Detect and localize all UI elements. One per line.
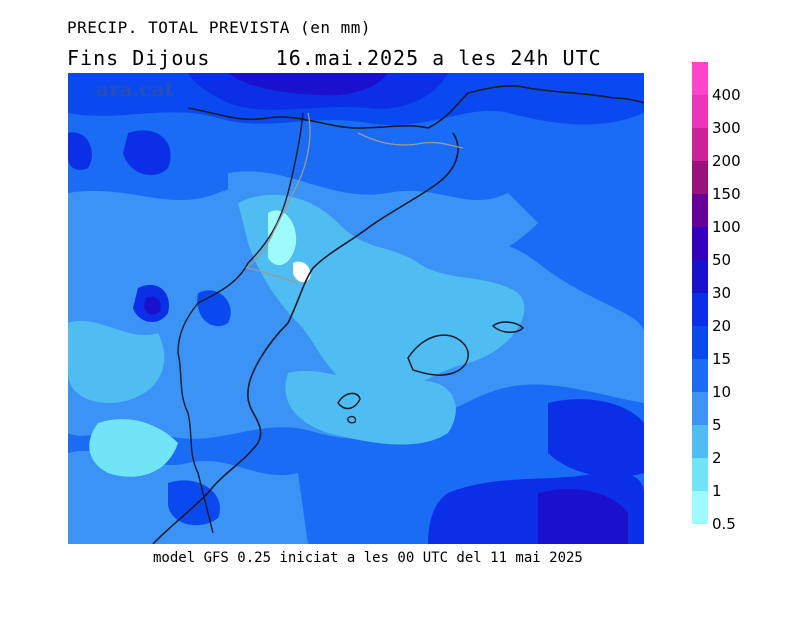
- legend-label: 400: [712, 86, 741, 104]
- legend-swatch: [692, 227, 708, 260]
- legend-swatch: [692, 62, 708, 95]
- legend-label: 300: [712, 119, 741, 137]
- legend-label: 10: [712, 383, 732, 401]
- legend-label: 150: [712, 185, 741, 203]
- legend-swatch: [692, 326, 708, 359]
- legend-label: 5: [712, 416, 722, 434]
- legend-label: 15: [712, 350, 732, 368]
- legend-label: 0.5: [712, 515, 736, 533]
- precipitation-field: [68, 73, 644, 544]
- legend-swatch: [692, 194, 708, 227]
- legend-label: 50: [712, 251, 732, 269]
- legend-label: 200: [712, 152, 741, 170]
- legend-swatch: [692, 425, 708, 458]
- legend-swatch: [692, 95, 708, 128]
- legend-swatch: [692, 392, 708, 425]
- legend-swatch: [692, 128, 708, 161]
- legend-label: 1: [712, 482, 722, 500]
- legend-swatch: [692, 161, 708, 194]
- legend-label: 2: [712, 449, 722, 467]
- legend-label: 30: [712, 284, 732, 302]
- legend-label: 20: [712, 317, 732, 335]
- model-info: model GFS 0.25 iniciat a les 00 UTC del …: [153, 550, 583, 566]
- precipitation-map: ara.cat: [68, 73, 644, 544]
- legend-swatch: [692, 491, 708, 524]
- map-title: PRECIP. TOTAL PREVISTA (en mm): [67, 18, 371, 37]
- watermark-logo: ara.cat: [96, 77, 174, 101]
- legend-swatch: [692, 293, 708, 326]
- legend-swatch: [692, 260, 708, 293]
- legend-swatch: [692, 458, 708, 491]
- legend-label: 100: [712, 218, 741, 236]
- legend-swatch: [692, 359, 708, 392]
- map-subtitle: Fins Dijous 16.mai.2025 a les 24h UTC: [67, 46, 602, 70]
